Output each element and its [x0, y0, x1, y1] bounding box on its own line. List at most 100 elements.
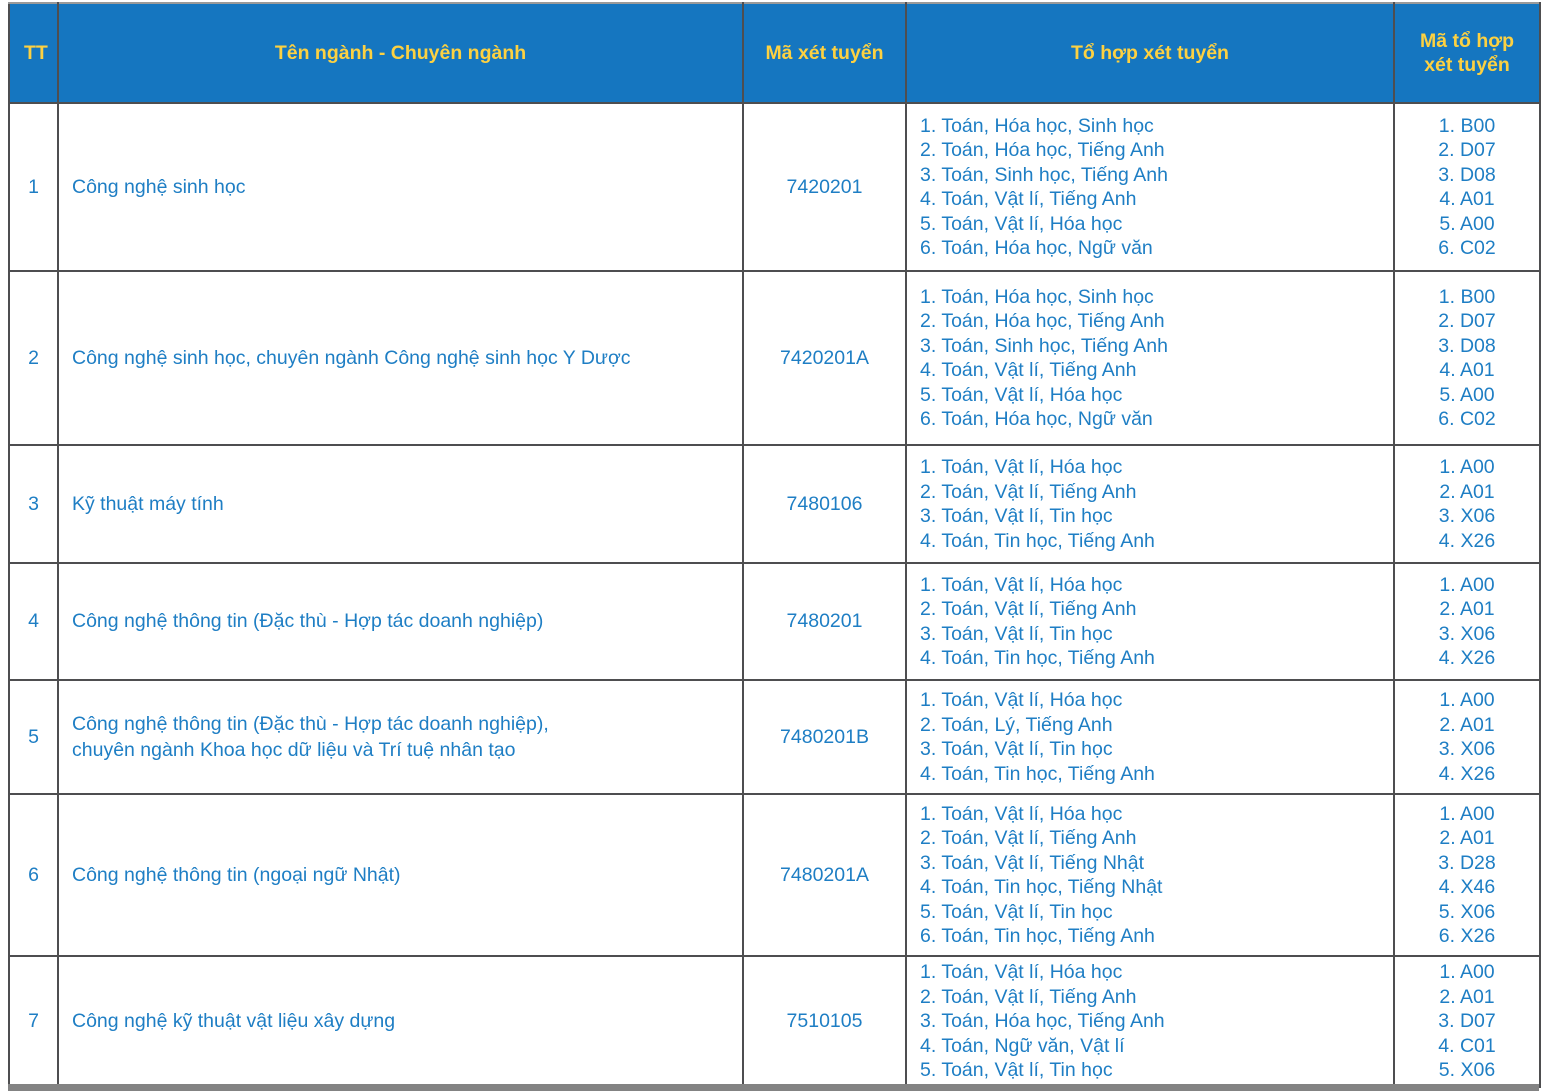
header-combination-code: Mã tổ hợp xét tuyển — [1393, 2, 1541, 104]
subject-combination-cell: 1. Toán, Vật lí, Hóa học 2. Toán, Vật lí,… — [905, 955, 1395, 1088]
row-number-cell: 6 — [8, 793, 59, 957]
table-row: 1 Công nghệ sinh học 7420201 1. Toán, Hó… — [8, 102, 1541, 272]
combo-line: 4. Toán, Tin học, Tiếng Anh — [920, 529, 1155, 552]
major-name-cell: Công nghệ kỹ thuật vật liệu xây dựng — [57, 955, 744, 1088]
header-subject-combination: Tổ hợp xét tuyển — [905, 2, 1395, 104]
subject-combination-cell: 1. Toán, Vật lí, Hóa học 2. Toán, Lý, Tiế… — [905, 679, 1395, 795]
combo-line: 6. Toán, Hóa học, Ngữ văn — [920, 237, 1153, 259]
combination-code-list: 1. A00 2. A01 3. X06 4. X26 — [1395, 573, 1539, 671]
combo-code-line: 1. B00 — [1438, 285, 1496, 308]
bottom-cut-border — [8, 1084, 1539, 1091]
table-row: 2 Công nghệ sinh học, chuyên ngành Công … — [8, 270, 1541, 446]
combo-line: 4. Toán, Vật lí, Tiếng Anh — [920, 359, 1137, 381]
major-name-cell: Công nghệ thông tin (Đặc thù - Hợp tác d… — [57, 679, 744, 795]
admission-code-cell: 7420201A — [742, 270, 907, 446]
combo-line: 6. Toán, Hóa học, Ngữ văn — [920, 408, 1153, 430]
combo-code-line: 2. A01 — [1439, 598, 1495, 620]
header-admission-code: Mã xét tuyển — [742, 2, 907, 104]
combo-code-line: 3. D08 — [1438, 334, 1496, 357]
combination-code-list: 1. A00 2. A01 3. X06 4. X26 — [1395, 688, 1539, 786]
combo-code-line: 4. X26 — [1438, 529, 1496, 552]
combo-code-line: 4. X46 — [1438, 876, 1496, 898]
combo-code-line: 1. A00 — [1439, 573, 1495, 596]
combination-code-cell: 1. A00 2. A01 3. X06 4. X26 — [1393, 444, 1541, 564]
combo-code-line: 1. A00 — [1439, 689, 1495, 711]
table-row: 7 Công nghệ kỹ thuật vật liệu xây dựng 7… — [8, 955, 1541, 1088]
combo-code-line: 4. A01 — [1439, 359, 1495, 381]
combo-line: 3. Toán, Vật lí, Tin học — [920, 505, 1113, 527]
admission-code-cell: 7480201 — [742, 562, 907, 681]
combo-line: 2. Toán, Vật lí, Tiếng Anh — [920, 480, 1137, 503]
combo-code-line: 4. C01 — [1438, 1034, 1496, 1057]
subject-combination-list: 1. Toán, Hóa học, Sinh học 2. Toán, Hóa h… — [920, 114, 1393, 261]
combo-line: 3. Toán, Hóa học, Tiếng Anh — [920, 1010, 1165, 1033]
major-name-cell: Kỹ thuật máy tính — [57, 444, 744, 564]
combo-line: 1. Toán, Vật lí, Hóa học — [920, 573, 1123, 596]
combo-line: 4. Toán, Ngữ văn, Vật lí — [920, 1034, 1125, 1057]
combo-code-line: 4. X26 — [1438, 762, 1496, 785]
subject-combination-cell: 1. Toán, Vật lí, Hóa học 2. Toán, Vật lí,… — [905, 444, 1395, 564]
combo-line: 1. Toán, Vật lí, Hóa học — [920, 689, 1123, 711]
table-row: 3 Kỹ thuật máy tính 7480106 1. Toán, Vật… — [8, 444, 1541, 564]
major-name-cell: Công nghệ thông tin (ngoại ngữ Nhật) — [57, 793, 744, 957]
combo-line: 5. Toán, Vật lí, Tin học — [920, 900, 1113, 923]
combo-line: 1. Toán, Hóa học, Sinh học — [920, 285, 1154, 308]
combo-line: 2. Toán, Hóa học, Tiếng Anh — [920, 139, 1165, 161]
combo-line: 4. Toán, Tin học, Tiếng Nhật — [920, 876, 1163, 898]
combo-line: 2. Toán, Lý, Tiếng Anh — [920, 713, 1113, 736]
combo-code-line: 2. A01 — [1439, 985, 1495, 1008]
combo-code-line: 2. A01 — [1439, 480, 1495, 503]
combination-code-list: 1. A00 2. A01 3. D28 4. X46 5. X06 6. X26 — [1395, 802, 1539, 949]
major-name-cell: Công nghệ sinh học — [57, 102, 744, 272]
subject-combination-list: 1. Toán, Vật lí, Hóa học 2. Toán, Vật lí,… — [920, 455, 1393, 553]
combo-code-line: 1. A00 — [1439, 961, 1495, 984]
admission-code-cell: 7480201B — [742, 679, 907, 795]
combo-line: 5. Toán, Vật lí, Hóa học — [920, 383, 1123, 406]
combo-line: 2. Toán, Vật lí, Tiếng Anh — [920, 598, 1137, 620]
combo-code-line: 1. A00 — [1439, 456, 1495, 478]
combo-line: 3. Toán, Vật lí, Tin học — [920, 622, 1113, 645]
combo-line: 6. Toán, Tin học, Tiếng Anh — [920, 925, 1155, 947]
combination-code-cell: 1. A00 2. A01 3. X06 4. X26 — [1393, 562, 1541, 681]
subject-combination-list: 1. Toán, Hóa học, Sinh học 2. Toán, Hóa h… — [920, 285, 1393, 432]
combo-line: 1. Toán, Vật lí, Hóa học — [920, 961, 1123, 984]
combo-code-line: 1. A00 — [1439, 802, 1495, 825]
combo-line: 2. Toán, Vật lí, Tiếng Anh — [920, 827, 1137, 849]
combo-line: 2. Toán, Hóa học, Tiếng Anh — [920, 310, 1165, 332]
subject-combination-list: 1. Toán, Vật lí, Hóa học 2. Toán, Lý, Tiế… — [920, 688, 1393, 786]
table-body: 1 Công nghệ sinh học 7420201 1. Toán, Hó… — [8, 102, 1541, 1088]
combo-code-line: 6. C02 — [1438, 237, 1496, 259]
combo-code-line: 2. D07 — [1438, 139, 1496, 161]
combo-line: 5. Toán, Vật lí, Tin học — [920, 1059, 1113, 1082]
combo-code-line: 5. A00 — [1439, 212, 1495, 235]
combination-code-cell: 1. A00 2. A01 3. X06 4. X26 — [1393, 679, 1541, 795]
combo-line: 3. Toán, Vật lí, Tiếng Nhật — [920, 851, 1145, 874]
combo-line: 1. Toán, Hóa học, Sinh học — [920, 114, 1154, 137]
combo-code-line: 5. A00 — [1439, 383, 1495, 406]
major-name-cell: Công nghệ thông tin (Đặc thù - Hợp tác d… — [57, 562, 744, 681]
subject-combination-cell: 1. Toán, Hóa học, Sinh học 2. Toán, Hóa h… — [905, 102, 1395, 272]
combo-code-line: 3. D07 — [1438, 1010, 1496, 1033]
row-number-cell: 5 — [8, 679, 59, 795]
combo-line: 4. Toán, Tin học, Tiếng Anh — [920, 762, 1155, 785]
row-number-cell: 4 — [8, 562, 59, 681]
combination-code-cell: 1. B00 2. D07 3. D08 4. A01 5. A00 6. C02 — [1393, 102, 1541, 272]
combo-code-line: 3. X06 — [1438, 622, 1496, 645]
combo-code-line: 2. A01 — [1439, 713, 1495, 736]
combo-code-line: 4. A01 — [1439, 188, 1495, 210]
combo-line: 5. Toán, Vật lí, Hóa học — [920, 212, 1123, 235]
combo-code-line: 3. D08 — [1438, 163, 1496, 186]
combination-code-list: 1. A00 2. A01 3. X06 4. X26 — [1395, 455, 1539, 553]
header-row: TT Tên ngành - Chuyên ngành Mã xét tuyển… — [8, 2, 1541, 104]
combination-code-list: 1. B00 2. D07 3. D08 4. A01 5. A00 6. C02 — [1395, 114, 1539, 261]
header-tt: TT — [8, 2, 59, 104]
row-number-cell: 3 — [8, 444, 59, 564]
row-number-cell: 7 — [8, 955, 59, 1088]
subject-combination-list: 1. Toán, Vật lí, Hóa học 2. Toán, Vật lí,… — [920, 573, 1393, 671]
combo-code-line: 5. X06 — [1438, 900, 1496, 923]
admission-code-cell: 7480201A — [742, 793, 907, 957]
combination-code-cell: 1. B00 2. D07 3. D08 4. A01 5. A00 6. C02 — [1393, 270, 1541, 446]
combo-code-line: 6. C02 — [1438, 408, 1496, 430]
admission-code-cell: 7420201 — [742, 102, 907, 272]
combo-line: 3. Toán, Sinh học, Tiếng Anh — [920, 334, 1168, 357]
